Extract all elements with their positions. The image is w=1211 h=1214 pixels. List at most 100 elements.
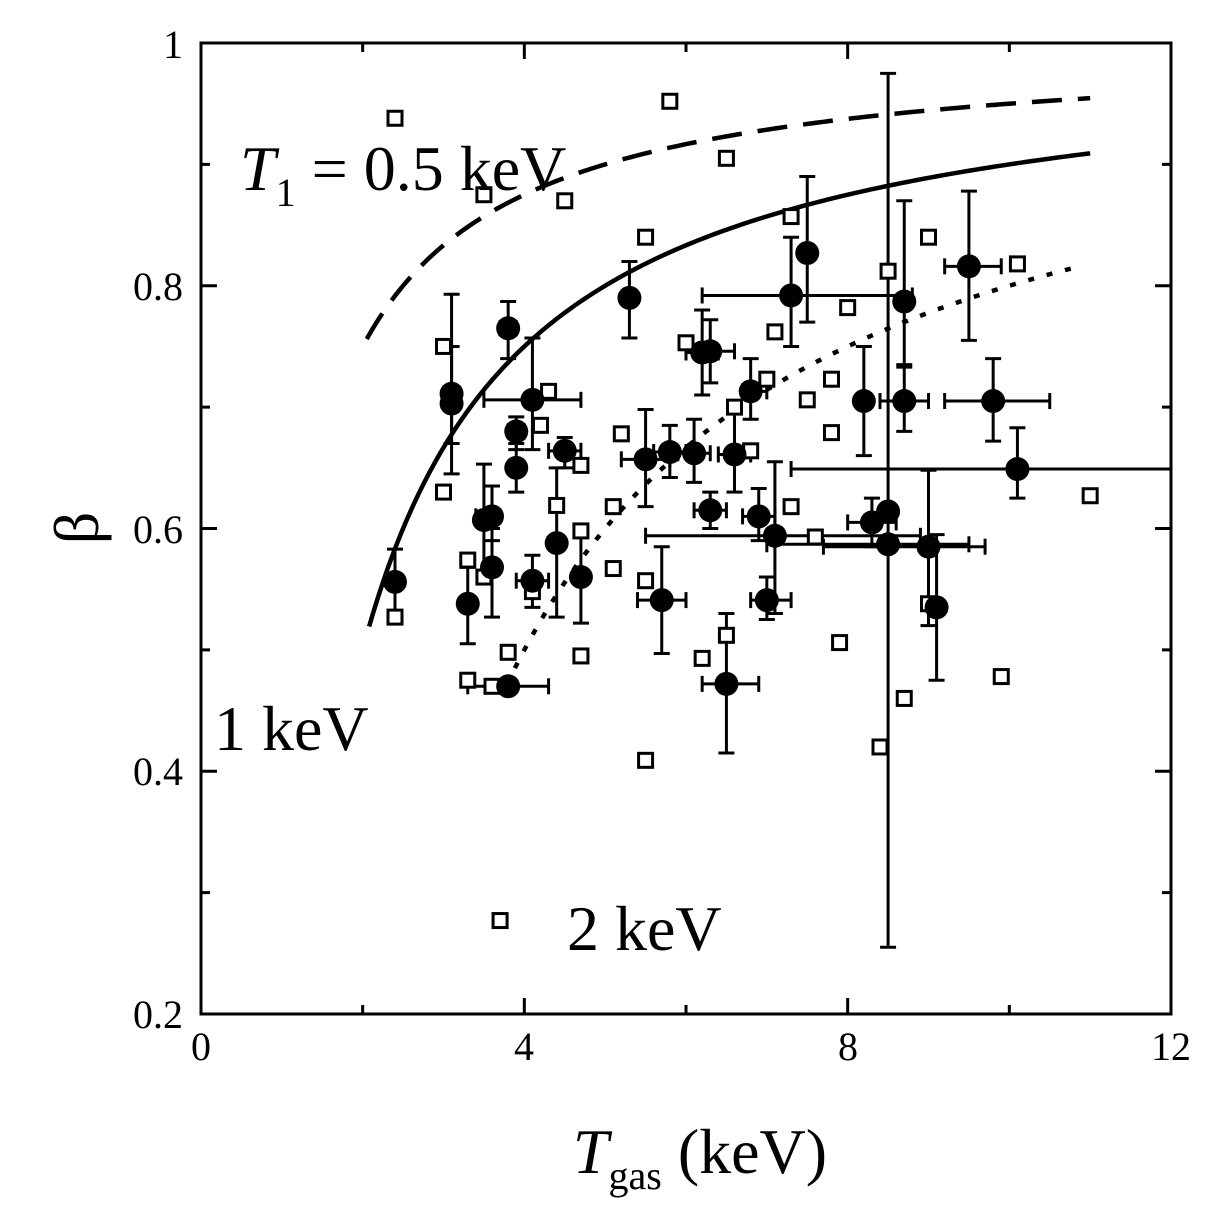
- y-tick-label-1: 1: [163, 22, 183, 67]
- x-tick-label-0: 0: [191, 1024, 211, 1069]
- open-square-point: [726, 398, 743, 416]
- filled-circle-point: [981, 389, 1006, 414]
- open-square-point: [823, 424, 840, 442]
- filled-circle-point: [876, 499, 901, 524]
- open-square-point: [572, 522, 590, 540]
- filled-circle-point: [633, 447, 658, 472]
- filled-circle-point: [496, 316, 521, 341]
- open-square-point: [572, 647, 590, 665]
- open-square-point: [604, 560, 622, 578]
- filled-circle-point: [714, 671, 739, 696]
- filled-circle-point: [544, 531, 569, 556]
- filled-circle-point: [722, 442, 747, 467]
- filled-circle-point: [795, 240, 820, 265]
- open-square-point: [782, 208, 800, 226]
- y-tick-label-0.2: 0.2: [133, 992, 183, 1037]
- filled-circle-point: [892, 289, 917, 314]
- open-square-point: [758, 370, 776, 388]
- open-square-point: [766, 323, 784, 341]
- filled-circle-point: [754, 588, 779, 613]
- open-square-point: [540, 382, 558, 400]
- annotation-t1-sub: 1: [276, 170, 296, 215]
- x-tick-label-8: 8: [838, 1024, 858, 1069]
- filled-circle-point: [956, 254, 981, 279]
- x-axis-title-sub: gas: [609, 1153, 662, 1198]
- y-tick-label-0.4: 0.4: [133, 749, 183, 794]
- open-square-point: [499, 643, 517, 661]
- filled-circle-point: [649, 588, 674, 613]
- filled-circle-point: [657, 440, 682, 465]
- y-tick-label-0.6: 0.6: [133, 507, 183, 552]
- open-square-point: [992, 668, 1010, 686]
- open-square-point: [637, 228, 655, 246]
- open-square-point: [839, 299, 857, 317]
- filled-circle-point: [924, 595, 949, 620]
- open-square-point: [798, 391, 816, 409]
- annotation-t1: T1 = 0.5 keV: [240, 133, 566, 215]
- filled-circle-point: [876, 532, 901, 557]
- open-square-point: [386, 109, 404, 127]
- curve-dashed: [364, 95, 1091, 341]
- x-tick-labels: 0 4 8 12: [191, 1024, 1191, 1069]
- open-square-point: [435, 337, 452, 355]
- y-tick-label-0.8: 0.8: [133, 264, 183, 309]
- open-square-point: [637, 751, 655, 769]
- open-square-point: [831, 634, 849, 652]
- model-curves: [364, 95, 1091, 687]
- open-square-point: [782, 498, 800, 516]
- annotation-2kev: 2 keV: [567, 893, 722, 964]
- open-square-point: [556, 192, 574, 210]
- open-square-point: [879, 262, 897, 280]
- filled-circle-point: [779, 283, 804, 308]
- filled-circle-point: [738, 379, 763, 404]
- filled-circle-point: [762, 523, 787, 548]
- open-square-point: [717, 149, 735, 167]
- open-square-series: [386, 92, 1099, 930]
- open-square-point: [717, 626, 735, 644]
- y-axis-title: β: [41, 512, 112, 545]
- x-axis-title-suffix: (keV): [662, 1116, 827, 1187]
- open-square-point: [823, 370, 840, 388]
- open-square-point: [806, 528, 824, 546]
- filled-circle-point: [480, 504, 504, 529]
- filled-circle-series: [383, 240, 1030, 699]
- filled-circle-point: [496, 674, 521, 699]
- open-square-point: [548, 496, 566, 514]
- filled-circle-point: [698, 498, 723, 523]
- annotation-t1-text: = 0.5 keV: [296, 133, 567, 204]
- open-square-point: [895, 689, 913, 707]
- y-tick-labels: 0.2 0.4 0.6 0.8 1: [133, 22, 183, 1037]
- annotation-1kev: 1 keV: [214, 693, 369, 764]
- open-square-point: [637, 572, 655, 590]
- open-square-point: [612, 425, 630, 443]
- filled-circle-point: [682, 441, 707, 466]
- open-square-point: [572, 456, 590, 474]
- open-square-point: [871, 738, 889, 756]
- filled-circle-point: [1005, 457, 1030, 482]
- open-square-point: [1008, 255, 1026, 273]
- annotation-t1-italic: T: [240, 133, 280, 204]
- filled-circle-point: [698, 339, 723, 364]
- filled-circle-point: [916, 534, 941, 559]
- open-square-point: [491, 912, 509, 930]
- filled-circle-point: [568, 565, 593, 590]
- filled-circle-point: [617, 285, 642, 310]
- open-square-point: [920, 228, 937, 246]
- open-square-point: [435, 483, 452, 501]
- filled-circle-point: [504, 419, 529, 444]
- open-square-point: [661, 92, 679, 110]
- x-tick-label-4: 4: [514, 1024, 534, 1069]
- x-tick-label-12: 12: [1151, 1024, 1191, 1069]
- filled-circle-point: [383, 569, 407, 594]
- filled-circle-point: [552, 438, 577, 463]
- open-square-point: [1081, 487, 1099, 505]
- filled-circle-point: [480, 555, 504, 580]
- axis-ticks: [199, 41, 1173, 1016]
- curve-dotted: [504, 263, 1083, 687]
- x-axis-title: Tgas (keV): [573, 1116, 827, 1198]
- filled-circle-point: [504, 455, 529, 480]
- filled-circle-point: [439, 391, 464, 416]
- filled-circle-point: [520, 387, 545, 412]
- filled-circle-point: [520, 568, 545, 593]
- x-axis-title-main: T: [573, 1116, 613, 1187]
